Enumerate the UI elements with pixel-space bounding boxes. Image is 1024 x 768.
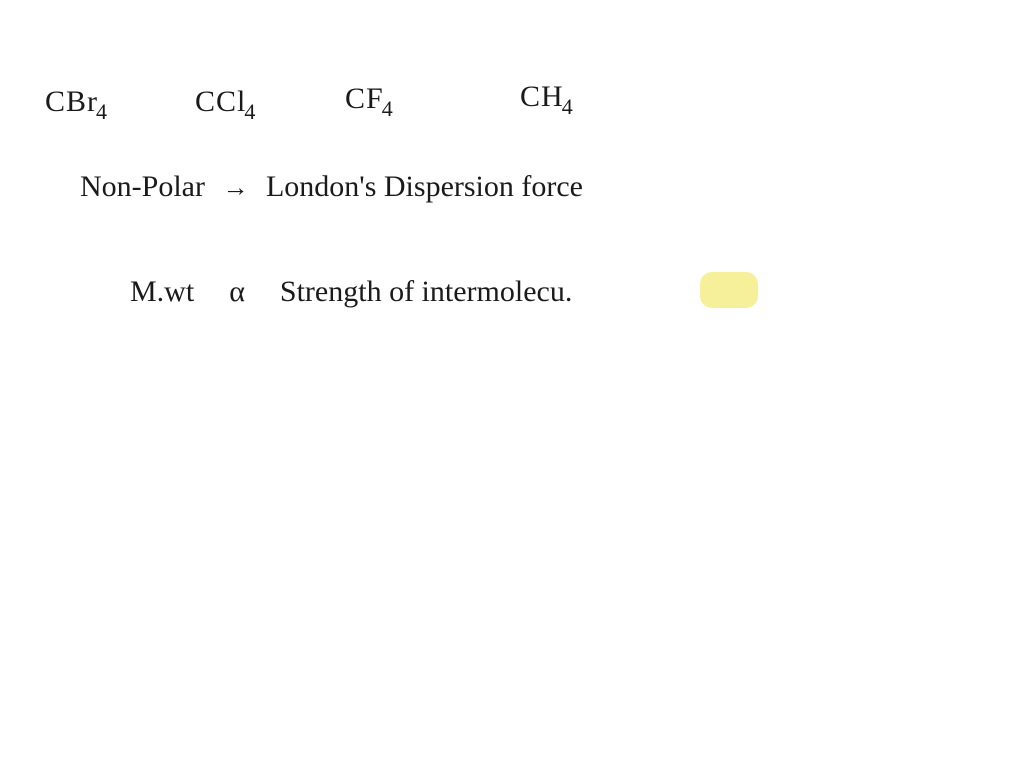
note-mwt-line: M.wt α Strength of intermolecu.	[130, 275, 572, 309]
formula-text: CH	[520, 80, 564, 113]
dispersion-label: London's Dispersion force	[266, 170, 583, 203]
formula-text: CF	[345, 82, 384, 115]
note-nonpolar-line: Non-Polar → London's Dispersion force	[80, 170, 583, 204]
formula-cbr4: CBr4	[45, 85, 108, 119]
formula-cf4: CF4	[345, 82, 394, 116]
strength-tail: u.	[550, 275, 573, 308]
mwt-label: M.wt	[130, 275, 194, 308]
proportional-symbol: α	[229, 275, 245, 308]
formula-ch4: CH4	[520, 80, 574, 114]
formula-sub: 4	[96, 99, 108, 124]
formula-text: CCl	[195, 85, 246, 118]
formula-text: CBr	[45, 85, 98, 118]
arrow-icon: →	[222, 173, 248, 203]
formula-sub: 4	[562, 94, 574, 119]
strength-label: Strength of intermolec	[280, 275, 550, 308]
highlight-marker	[700, 272, 758, 308]
nonpolar-label: Non-Polar	[80, 170, 205, 203]
formula-ccl4: CCl4	[195, 85, 256, 119]
formula-sub: 4	[244, 99, 256, 124]
formula-sub: 4	[382, 96, 394, 121]
whiteboard-canvas: CBr4 CCl4 CF4 CH4 Non-Polar → London's D…	[0, 0, 1024, 768]
